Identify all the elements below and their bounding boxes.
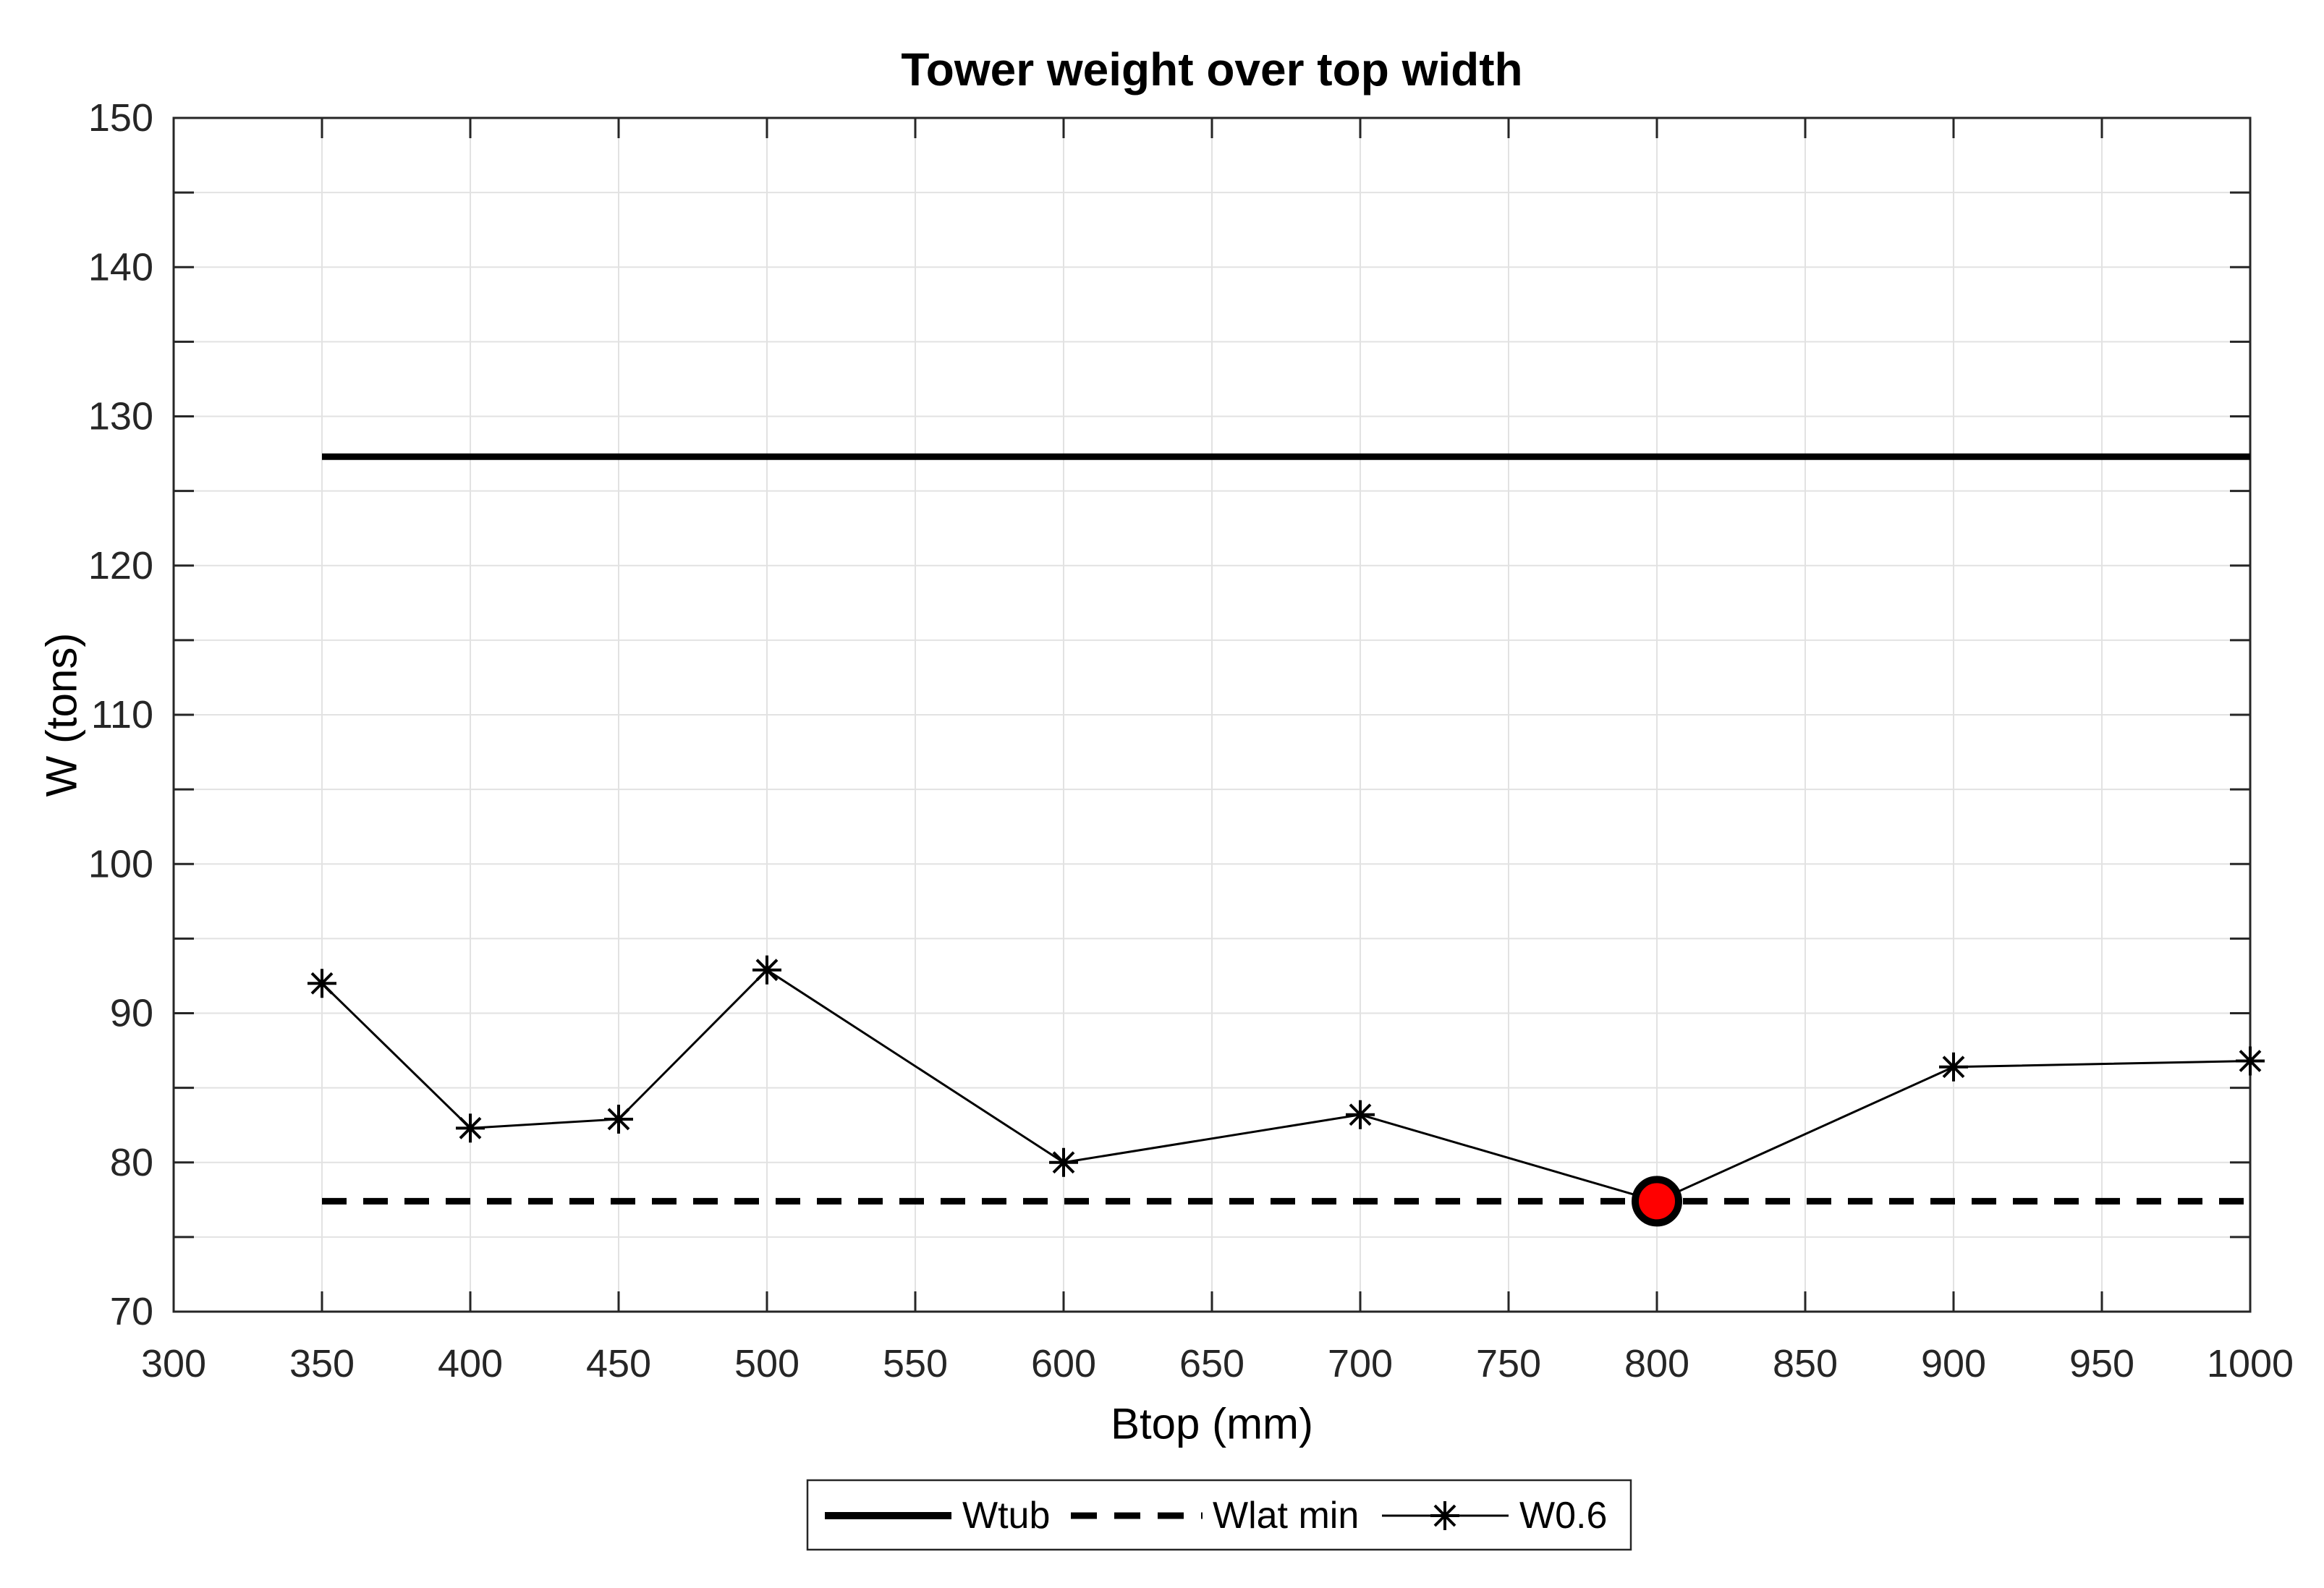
- x-tick-label: 750: [1476, 1342, 1541, 1385]
- asterisk-marker: [752, 955, 781, 985]
- gridlines: [174, 118, 2250, 1312]
- x-tick-labels: 300 350 400 450 500 550 600 650 700 750 800 850 900 9…: [141, 1342, 2294, 1385]
- data-series-layer: [308, 453, 2265, 1227]
- y-tick-label: 80: [110, 1141, 153, 1184]
- asterisk-marker: [604, 1104, 633, 1134]
- legend: Wtub Wlat min W0.6: [806, 1479, 1632, 1551]
- axis-ticks: [172, 116, 2252, 1313]
- legend-sample-w06-asterisk-marker: [1430, 1501, 1459, 1530]
- x-tick-label: 650: [1179, 1342, 1244, 1385]
- x-tick-label: 550: [883, 1342, 948, 1385]
- y-tick-label: 150: [88, 96, 153, 140]
- x-tick-label: 1000: [2207, 1342, 2294, 1385]
- x-tick-label: 500: [734, 1342, 800, 1385]
- chart-title: Tower weight over top width: [901, 43, 1522, 95]
- y-tick-label: 140: [88, 245, 153, 289]
- x-tick-label: 350: [289, 1342, 355, 1385]
- x-tick-label: 800: [1624, 1342, 1689, 1385]
- x-tick-label: 700: [1328, 1342, 1393, 1385]
- asterisk-marker: [1346, 1100, 1375, 1129]
- asterisk-marker: [308, 969, 336, 998]
- x-tick-label: 400: [438, 1342, 503, 1385]
- x-tick-label: 300: [141, 1342, 206, 1385]
- legend-label-wlatmin: Wlat min: [1213, 1495, 1359, 1537]
- legend-label-w06: W0.6: [1519, 1495, 1607, 1537]
- y-tick-labels: 70 80 90 100 110 120 130 140 150: [88, 96, 153, 1333]
- asterisk-marker: [1939, 1052, 1968, 1082]
- x-tick-label: 450: [586, 1342, 651, 1385]
- asterisk-marker: [456, 1113, 485, 1143]
- x-axis-label: Btop (mm): [1111, 1400, 1313, 1448]
- y-tick-label: 100: [88, 842, 153, 886]
- y-tick-label: 120: [88, 544, 153, 587]
- series-w06-line: [321, 968, 2251, 1202]
- x-tick-label: 850: [1773, 1342, 1838, 1385]
- y-tick-label: 110: [91, 693, 153, 736]
- asterisk-marker: [2236, 1046, 2265, 1076]
- x-tick-label: 950: [2069, 1342, 2134, 1385]
- y-tick-label: 90: [110, 992, 153, 1035]
- highlight-point-marker: [1632, 1176, 1682, 1227]
- asterisk-marker: [1049, 1147, 1078, 1177]
- y-axis-label: W (tons): [38, 633, 86, 797]
- x-tick-label: 600: [1031, 1342, 1096, 1385]
- x-tick-label: 900: [1921, 1342, 1986, 1385]
- legend-label-wtub: Wtub: [962, 1495, 1050, 1537]
- y-tick-label: 70: [110, 1290, 153, 1333]
- y-tick-label: 130: [88, 395, 153, 438]
